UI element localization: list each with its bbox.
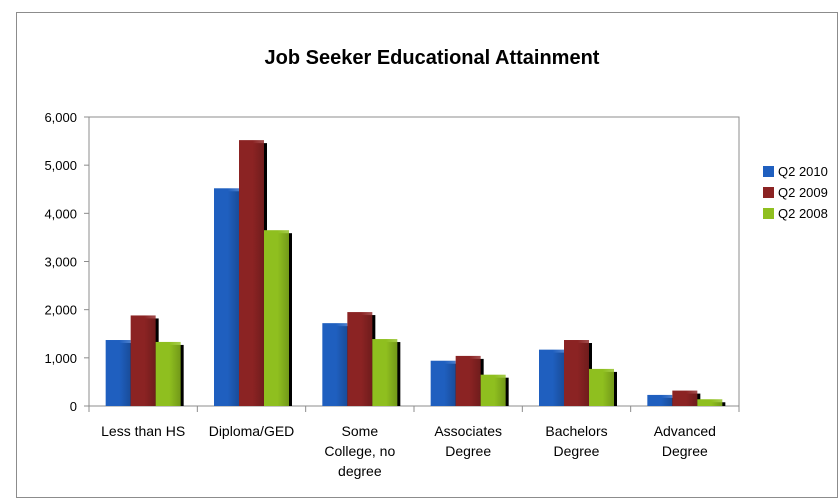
legend-swatch — [763, 166, 774, 177]
x-category-label: Advanced Degree — [654, 423, 716, 459]
y-tick-label: 2,000 — [44, 303, 77, 318]
bar-q2-2010 — [214, 188, 239, 406]
x-category-label: Less than HS — [101, 423, 185, 439]
bar-q2-2010 — [647, 394, 673, 406]
legend-label: Q2 2010 — [778, 164, 828, 179]
bar-q2-2008 — [480, 374, 506, 406]
legend-swatch — [763, 187, 774, 198]
legend-swatch — [763, 208, 774, 219]
x-category-label: Bachelors Degree — [545, 423, 607, 459]
y-tick-label: 6,000 — [44, 110, 77, 125]
bar-q2-2008 — [589, 368, 614, 406]
x-category-label: Some College, no degree — [324, 423, 395, 479]
y-tick-label: 4,000 — [44, 206, 77, 221]
y-tick-label: 0 — [70, 399, 77, 414]
bar-q2-2010 — [322, 323, 348, 406]
bar-q2-2009 — [455, 355, 481, 406]
chart-frame — [16, 12, 838, 498]
bar-q2-2010 — [539, 349, 564, 406]
legend-label: Q2 2009 — [778, 185, 828, 200]
bar-q2-2010 — [105, 340, 131, 406]
bar-q2-2009 — [347, 312, 373, 406]
y-tick-label: 5,000 — [44, 158, 77, 173]
legend: Q2 2010 Q2 2009 Q2 2008 — [763, 164, 828, 221]
chart-title: Job Seeker Educational Attainment — [265, 47, 600, 69]
y-tick-label: 3,000 — [44, 255, 77, 270]
legend-label: Q2 2008 — [778, 206, 828, 221]
y-tick-label: 1,000 — [44, 351, 77, 366]
plot-border — [88, 116, 740, 407]
bar-q2-2010 — [430, 360, 456, 406]
bar-q2-2009 — [564, 340, 589, 406]
bar-q2-2009 — [239, 140, 264, 406]
x-category-label: Diploma/GED — [209, 423, 295, 439]
bar-q2-2009 — [130, 315, 156, 406]
bar-q2-2008 — [697, 399, 723, 406]
bar-q2-2009 — [672, 390, 698, 406]
bar-q2-2008 — [264, 230, 289, 406]
x-category-label: Associates Degree — [434, 423, 502, 459]
bar-q2-2008 — [372, 339, 398, 406]
plot-area: 0 1,000 2,000 3,000 4,000 5,000 6,000 Less than… — [44, 110, 740, 479]
bar-q2-2008 — [155, 341, 181, 406]
